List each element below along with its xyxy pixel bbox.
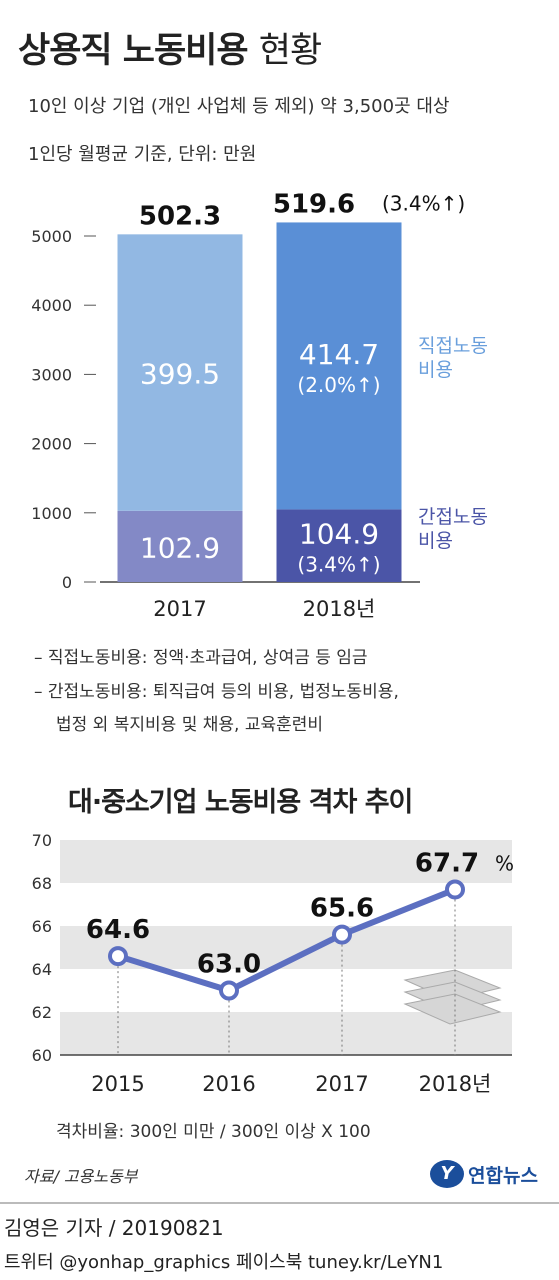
data-label: 65.6 xyxy=(310,894,374,924)
y-tick-label: 60 xyxy=(32,1046,52,1065)
bar-change-label: (3.4%↑) xyxy=(297,553,380,577)
note-indirect-cont: 법정 외 복지비용 및 채용, 교육훈련비 xyxy=(56,715,324,735)
subtitle-unit: 1인당 월평균 기준, 단위: 만원 xyxy=(28,144,257,165)
byline: 김영은 기자 / 20190821 xyxy=(4,1216,224,1240)
note-direct: – 직접노동비용: 정액·초과급여, 상여금 등 임금 xyxy=(34,648,368,668)
bar-change-label: (2.0%↑) xyxy=(297,373,380,397)
gap-trend-line-chart: 70 68 66 64 62 60 64.6 2015 63.0 2016 65.6 2017 67.7… xyxy=(32,831,514,1096)
bar-total-label: 502.3 xyxy=(139,201,221,231)
sns-info: 트위터 @yonhap_graphics 페이스북 tuney.kr/LeYN1 xyxy=(4,1252,444,1273)
y-tick-label: 5000 xyxy=(31,227,72,246)
labor-cost-bar-chart: 5000 4000 3000 2000 1000 0 102.9 399.5 502.3 2017… xyxy=(31,189,465,621)
legend-indirect-line2: 비용 xyxy=(418,530,453,552)
data-point xyxy=(332,924,352,945)
source-text: 자료/ 고용노동부 xyxy=(24,1167,138,1186)
bar-direct-2017 xyxy=(117,234,243,511)
title-light: 현황 xyxy=(258,31,322,71)
legend-indirect-line1: 간접노동 xyxy=(418,506,488,528)
data-unit: % xyxy=(495,851,514,875)
bar-total-change: (3.4%↑) xyxy=(382,191,465,215)
x-tick-label: 2018년 xyxy=(419,1072,492,1096)
logo-mark-icon: Y xyxy=(430,1160,464,1188)
bar-direct-2018년 xyxy=(276,222,402,510)
title-bold: 상용직 노동비용 xyxy=(18,31,249,71)
legend-direct-line2: 비용 xyxy=(418,359,453,381)
y-tick-label: 66 xyxy=(32,917,52,936)
credit-area xyxy=(0,1150,559,1280)
note-indirect: – 간접노동비용: 퇴직급여 등의 비용, 법정노동비용, xyxy=(34,682,399,702)
legend-direct-line1: 직접노동 xyxy=(418,335,488,357)
bar-value-label: 102.9 xyxy=(140,531,220,564)
x-tick-label: 2015 xyxy=(91,1072,144,1096)
y-tick-label: 4000 xyxy=(31,296,72,315)
subtitle-scope: 10인 이상 기업 (개인 사업체 등 제외) 약 3,500곳 대상 xyxy=(28,96,450,117)
data-label: 67.7 xyxy=(415,848,479,878)
y-tick-label: 1000 xyxy=(31,504,72,523)
page-title: 상용직 노동비용 현황 xyxy=(18,22,322,73)
x-tick-label: 2017 xyxy=(315,1072,368,1096)
y-tick-label: 62 xyxy=(32,1003,52,1022)
grid-band xyxy=(60,840,512,883)
x-tick-label: 2017 xyxy=(153,597,206,621)
y-tick-label: 3000 xyxy=(31,365,72,384)
bar-indirect-2017 xyxy=(117,510,243,582)
grid-band xyxy=(60,1012,512,1055)
data-point xyxy=(219,980,239,1001)
data-label: 63.0 xyxy=(197,950,261,980)
money-bundle xyxy=(403,993,502,1025)
trend-line xyxy=(117,886,457,994)
y-tick-label: 68 xyxy=(32,874,52,893)
y-tick-label: 64 xyxy=(32,960,52,979)
y-tick-label: 2000 xyxy=(31,435,72,454)
footer-divider xyxy=(0,1202,559,1204)
data-point xyxy=(445,879,465,900)
data-point xyxy=(108,946,128,967)
bar-indirect-2018년 xyxy=(276,509,402,582)
chart2-title: 대·중소기업 노동비용 격차 추이 xyxy=(68,787,413,818)
bar-value-label: 399.5 xyxy=(140,358,220,391)
yonhap-logo: Y 연합뉴스 xyxy=(430,1160,538,1188)
x-tick-label: 2018년 xyxy=(303,597,376,621)
y-tick-label: 0 xyxy=(62,573,72,592)
legend-indirect: 간접노동 비용 xyxy=(418,505,488,553)
legend-direct: 직접노동 비용 xyxy=(418,334,488,382)
chart2-note: 격차비율: 300인 미만 / 300인 이상 X 100 xyxy=(56,1122,371,1142)
y-tick-label: 70 xyxy=(32,831,52,850)
bar-value-label: 104.9 xyxy=(299,518,379,551)
data-label: 64.6 xyxy=(86,915,150,945)
bar-value-label: 414.7 xyxy=(299,338,379,371)
bar-total-label: 519.6 xyxy=(273,189,355,219)
x-tick-label: 2016 xyxy=(202,1072,255,1096)
logo-text: 연합뉴스 xyxy=(468,1164,538,1187)
money-stack-icon xyxy=(403,969,502,1025)
